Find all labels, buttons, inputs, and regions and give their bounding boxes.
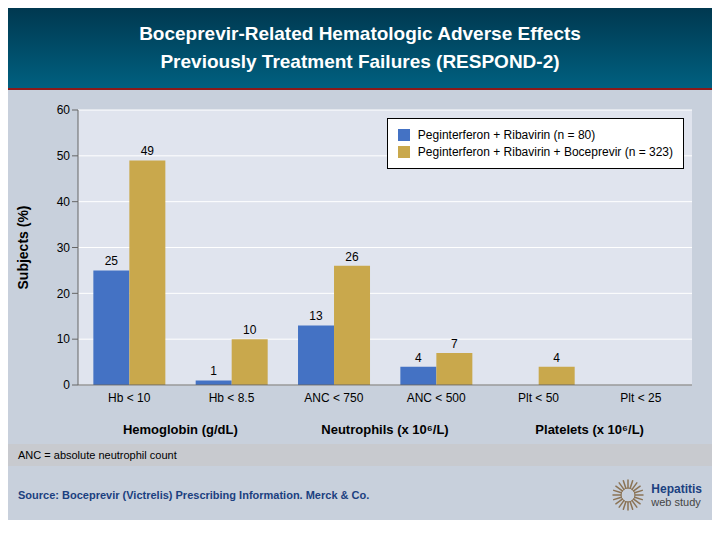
html-text:ANC = absolute neutrophil coun: ANC = absolute neutrophil count [18, 449, 177, 461]
svg-text:60: 60 [57, 103, 71, 117]
svg-text:Hb < 8.5: Hb < 8.5 [209, 391, 255, 405]
html-text:Hepatitis: Hepatitis [651, 482, 702, 496]
svg-text:0: 0 [63, 378, 70, 392]
svg-text:10: 10 [57, 332, 71, 346]
html-text:web study: web study [651, 496, 701, 508]
svg-text:30: 30 [57, 241, 71, 255]
html-text:Source: Boceprevir (Victrelis): Source: Boceprevir (Victrelis) Prescribi… [18, 489, 370, 501]
svg-text:Subjects (%): Subjects (%) [15, 205, 31, 289]
html-text:Peginterferon + Ribavirin (n =: Peginterferon + Ribavirin (n = 80) [417, 128, 596, 142]
svg-text:7: 7 [451, 337, 458, 351]
svg-text:Plt < 50: Plt < 50 [518, 391, 559, 405]
svg-text:25: 25 [105, 254, 119, 268]
svg-text:26: 26 [345, 250, 359, 264]
svg-text:10: 10 [243, 323, 257, 337]
html-text:Boceprevir-Related Hematologic: Boceprevir-Related Hematologic Adverse E… [139, 23, 581, 44]
svg-text:20: 20 [57, 287, 71, 301]
html-text:Peginterferon + Ribavirin + Bo: Peginterferon + Ribavirin + Boceprevir (… [417, 145, 673, 159]
svg-text:ANC < 500: ANC < 500 [407, 391, 466, 405]
svg-text:13: 13 [309, 309, 323, 323]
svg-text:4: 4 [553, 351, 560, 365]
svg-text:49: 49 [141, 144, 155, 158]
svg-text:Plt < 25: Plt < 25 [620, 391, 661, 405]
html-text:Previously Treatment Failures: Previously Treatment Failures (RESPOND-2… [160, 51, 560, 72]
svg-text:1: 1 [210, 364, 217, 378]
svg-text:ANC < 750: ANC < 750 [304, 391, 363, 405]
svg-text:Hb < 10: Hb < 10 [108, 391, 151, 405]
svg-text:50: 50 [57, 149, 71, 163]
svg-text:4: 4 [415, 351, 422, 365]
svg-text:40: 40 [57, 195, 71, 209]
html-text:Platelets (x 10⁶/L): Platelets (x 10⁶/L) [535, 422, 644, 437]
html-text:Neutrophils (x 10⁶/L): Neutrophils (x 10⁶/L) [321, 422, 449, 437]
html-text:Hemoglobin (g/dL): Hemoglobin (g/dL) [122, 422, 238, 437]
